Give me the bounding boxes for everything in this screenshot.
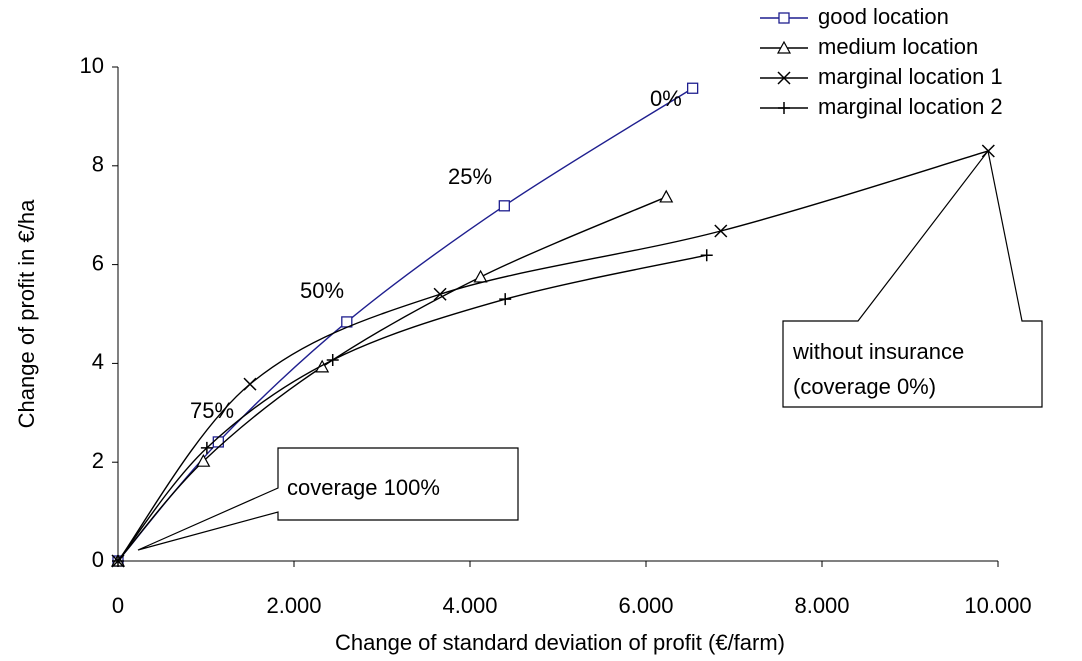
data-point <box>200 441 213 454</box>
x-tick-label: 6.000 <box>618 593 673 618</box>
legend-label: good location <box>818 4 949 29</box>
data-point <box>714 224 728 238</box>
annotation: 25% <box>448 164 492 189</box>
callout-text: coverage 100% <box>287 475 440 500</box>
data-point <box>498 200 510 212</box>
data-point <box>473 269 488 283</box>
x-tick-label: 2.000 <box>266 593 321 618</box>
legend-label: marginal location 2 <box>818 94 1003 119</box>
legend-marker <box>776 40 792 54</box>
x-axis-title: Change of standard deviation of profit (… <box>335 630 785 655</box>
y-tick-label: 4 <box>92 349 104 374</box>
callout-box <box>782 149 1043 408</box>
callout-text: (coverage 0%) <box>793 374 936 399</box>
data-point <box>700 249 713 262</box>
data-point <box>499 293 512 306</box>
x-tick-label: 4.000 <box>442 593 497 618</box>
y-tick-label: 6 <box>92 250 104 275</box>
data-point <box>686 82 699 94</box>
y-axis-title: Change of profit in €/ha <box>14 199 39 428</box>
data-point <box>659 189 674 203</box>
legend-marker <box>778 12 790 24</box>
annotation: 50% <box>300 278 344 303</box>
legend-label: medium location <box>818 34 978 59</box>
y-tick-label: 2 <box>92 448 104 473</box>
series-line <box>117 150 989 562</box>
y-tick-label: 8 <box>92 152 104 177</box>
y-tick-label: 10 <box>80 53 104 78</box>
legend-label: marginal location 1 <box>818 64 1003 89</box>
callout-box <box>137 447 519 551</box>
data-point <box>196 453 211 467</box>
series-line <box>117 254 707 562</box>
data-point <box>212 436 224 448</box>
annotation: 0% <box>650 86 682 111</box>
data-point <box>112 555 124 567</box>
x-tick-label: 8.000 <box>794 593 849 618</box>
x-tick-label: 10.000 <box>964 593 1031 618</box>
data-point <box>326 353 339 366</box>
data-point <box>243 377 257 391</box>
legend-marker <box>778 102 790 114</box>
annotation: 75% <box>190 398 234 423</box>
y-tick-label: 0 <box>92 547 104 572</box>
x-tick-label: 0 <box>112 593 124 618</box>
callout-text: without insurance <box>792 339 964 364</box>
data-point <box>433 287 447 301</box>
legend-marker <box>777 71 791 85</box>
